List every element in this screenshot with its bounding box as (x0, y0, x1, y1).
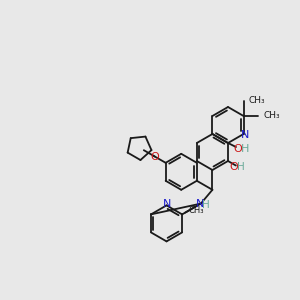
Text: O: O (150, 152, 159, 161)
Text: O: O (234, 144, 242, 154)
Text: O: O (230, 161, 238, 172)
Text: N: N (164, 200, 172, 209)
Text: CH₃: CH₃ (249, 96, 265, 105)
Text: H: H (202, 200, 210, 210)
Text: N: N (196, 199, 204, 208)
Text: H: H (237, 161, 245, 172)
Text: CH₃: CH₃ (264, 112, 280, 121)
Text: CH₃: CH₃ (189, 206, 204, 215)
Text: H: H (241, 144, 249, 154)
Text: N: N (240, 130, 249, 140)
